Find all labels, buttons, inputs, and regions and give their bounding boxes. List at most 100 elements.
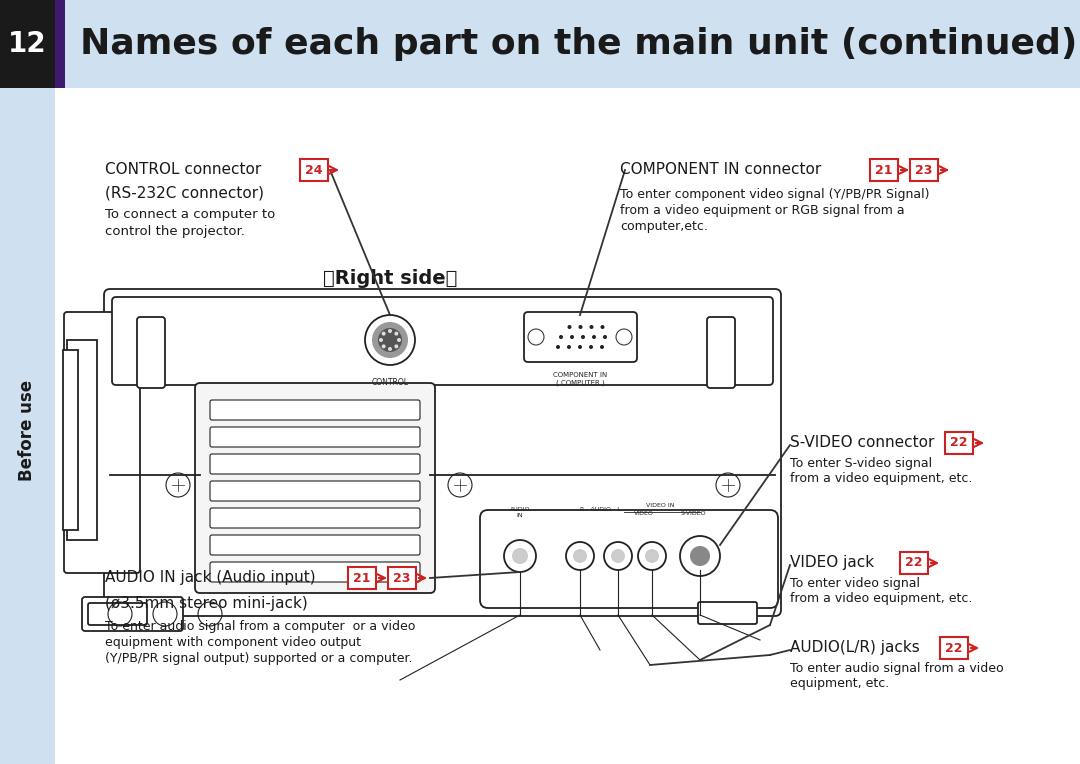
FancyBboxPatch shape	[870, 159, 897, 181]
Circle shape	[388, 329, 392, 333]
Text: (Y/PB/PR signal output) supported or a computer.: (Y/PB/PR signal output) supported or a c…	[105, 652, 413, 665]
FancyBboxPatch shape	[82, 597, 183, 631]
Text: from a video equipment or RGB signal from a: from a video equipment or RGB signal fro…	[620, 204, 905, 217]
Text: COMPONENT IN
( COMPUTER ): COMPONENT IN ( COMPUTER )	[553, 372, 607, 386]
Circle shape	[372, 322, 408, 358]
FancyBboxPatch shape	[940, 637, 968, 659]
FancyBboxPatch shape	[707, 317, 735, 388]
Text: 22: 22	[905, 556, 922, 569]
Circle shape	[592, 335, 596, 339]
Text: To enter component video signal (Y/PB/PR Signal): To enter component video signal (Y/PB/PR…	[620, 188, 930, 201]
FancyBboxPatch shape	[55, 0, 1080, 88]
Text: S-VIDEO connector: S-VIDEO connector	[789, 435, 934, 450]
Circle shape	[567, 325, 571, 329]
Text: AUDIO
IN: AUDIO IN	[510, 507, 530, 518]
Text: 12: 12	[8, 30, 46, 58]
Circle shape	[397, 338, 401, 342]
Circle shape	[579, 325, 582, 329]
Circle shape	[378, 328, 402, 352]
FancyBboxPatch shape	[910, 159, 939, 181]
FancyBboxPatch shape	[0, 88, 55, 764]
FancyBboxPatch shape	[524, 312, 637, 362]
FancyBboxPatch shape	[698, 602, 757, 624]
Text: VIDEO: VIDEO	[634, 511, 653, 516]
Circle shape	[600, 345, 604, 349]
Text: CONTROL connector: CONTROL connector	[105, 162, 261, 177]
FancyBboxPatch shape	[210, 427, 420, 447]
FancyBboxPatch shape	[87, 603, 147, 625]
FancyBboxPatch shape	[945, 432, 973, 454]
FancyBboxPatch shape	[64, 312, 140, 573]
FancyBboxPatch shape	[210, 535, 420, 555]
FancyBboxPatch shape	[900, 552, 928, 574]
Circle shape	[556, 345, 561, 349]
Text: To enter S-video signal: To enter S-video signal	[789, 457, 932, 470]
Text: To enter video signal: To enter video signal	[789, 577, 920, 590]
Circle shape	[600, 325, 605, 329]
Text: 23: 23	[393, 571, 410, 584]
Text: (ø3.5mm stereo mini-jack): (ø3.5mm stereo mini-jack)	[105, 596, 308, 611]
Text: VIDEO jack: VIDEO jack	[789, 555, 874, 570]
FancyBboxPatch shape	[480, 510, 778, 608]
Text: 21: 21	[875, 163, 893, 176]
FancyBboxPatch shape	[67, 340, 97, 540]
Circle shape	[581, 335, 585, 339]
Text: 24: 24	[306, 163, 323, 176]
Text: AUDIO IN jack (Audio input): AUDIO IN jack (Audio input)	[105, 570, 315, 585]
FancyBboxPatch shape	[300, 159, 328, 181]
Text: S-VIDEO: S-VIDEO	[680, 511, 706, 516]
FancyBboxPatch shape	[210, 562, 420, 582]
Circle shape	[690, 546, 710, 566]
Text: 23: 23	[916, 163, 933, 176]
Text: Names of each part on the main unit (continued): Names of each part on the main unit (con…	[80, 27, 1078, 61]
Circle shape	[388, 347, 392, 351]
Text: 22: 22	[945, 642, 962, 655]
Text: 21: 21	[353, 571, 370, 584]
Text: computer,etc.: computer,etc.	[620, 220, 707, 233]
Circle shape	[381, 332, 386, 335]
FancyBboxPatch shape	[112, 297, 773, 385]
Text: To enter audio signal from a computer  or a video: To enter audio signal from a computer or…	[105, 620, 416, 633]
Text: equipment with component video output: equipment with component video output	[105, 636, 361, 649]
Text: COMPONENT IN connector: COMPONENT IN connector	[620, 162, 821, 177]
Circle shape	[573, 549, 588, 563]
Circle shape	[589, 345, 593, 349]
Text: To connect a computer to: To connect a computer to	[105, 208, 275, 221]
FancyBboxPatch shape	[210, 400, 420, 420]
Circle shape	[611, 549, 625, 563]
Circle shape	[394, 345, 399, 348]
Text: control the projector.: control the projector.	[105, 225, 245, 238]
Text: R - AUDIO - L: R - AUDIO - L	[580, 507, 620, 512]
FancyBboxPatch shape	[348, 567, 376, 589]
Circle shape	[590, 325, 594, 329]
FancyBboxPatch shape	[0, 0, 55, 88]
Circle shape	[379, 338, 383, 342]
Text: 【Right side】: 【Right side】	[323, 268, 457, 287]
Circle shape	[567, 345, 571, 349]
Circle shape	[570, 335, 573, 339]
Circle shape	[559, 335, 563, 339]
Text: from a video equipment, etc.: from a video equipment, etc.	[789, 592, 972, 605]
FancyBboxPatch shape	[388, 567, 416, 589]
FancyBboxPatch shape	[104, 289, 781, 616]
Text: (RS-232C connector): (RS-232C connector)	[105, 186, 264, 201]
Text: AUDIO(L/R) jacks: AUDIO(L/R) jacks	[789, 640, 920, 655]
Circle shape	[645, 549, 659, 563]
Text: equipment, etc.: equipment, etc.	[789, 677, 889, 690]
Circle shape	[603, 335, 607, 339]
FancyBboxPatch shape	[137, 317, 165, 388]
Circle shape	[394, 332, 399, 335]
FancyBboxPatch shape	[210, 508, 420, 528]
FancyBboxPatch shape	[195, 383, 435, 593]
Text: from a video equipment, etc.: from a video equipment, etc.	[789, 472, 972, 485]
FancyBboxPatch shape	[55, 0, 65, 88]
Circle shape	[381, 345, 386, 348]
Text: VIDEO IN: VIDEO IN	[646, 503, 674, 508]
FancyBboxPatch shape	[63, 350, 78, 530]
Text: CONTROL: CONTROL	[372, 378, 408, 387]
FancyBboxPatch shape	[210, 481, 420, 501]
Text: Before use: Before use	[18, 380, 36, 481]
Circle shape	[578, 345, 582, 349]
FancyBboxPatch shape	[210, 454, 420, 474]
Text: To enter audio signal from a video: To enter audio signal from a video	[789, 662, 1003, 675]
